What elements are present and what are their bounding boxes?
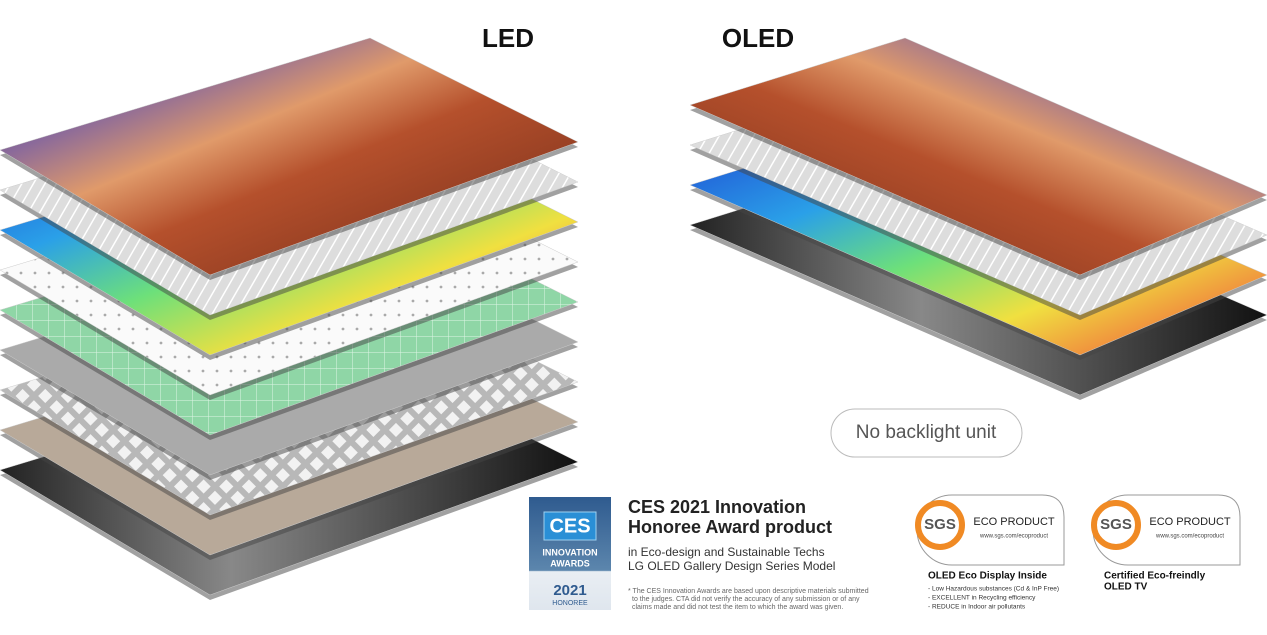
sgs-ring bbox=[1091, 500, 1141, 550]
ces-rank: HONOREE bbox=[552, 600, 588, 607]
sgs-bullet: - REDUCE in Indoor air pollutants bbox=[928, 604, 1026, 611]
sgs-url: www.sgs.com/ecoproduct bbox=[979, 534, 1048, 540]
sgs-label: ECO PRODUCT bbox=[973, 516, 1055, 528]
callout-pill bbox=[830, 408, 1023, 458]
award-subtitle: in Eco-design and Sustainable Techs bbox=[628, 545, 825, 559]
award-title: CES 2021 Innovation bbox=[628, 497, 806, 517]
award-footnote: to the judges. CTA did not verify the ac… bbox=[632, 596, 860, 603]
heading: OLED bbox=[722, 23, 794, 53]
sgs-bullet: - EXCELLENT in Recycling efficiency bbox=[928, 595, 1036, 602]
sgs-logo: SGS bbox=[1100, 516, 1132, 533]
ces-line: INNOVATION bbox=[542, 547, 597, 557]
heading: LED bbox=[482, 23, 534, 53]
award-footnote: claims made and did not test the item to… bbox=[632, 604, 843, 611]
screen-image bbox=[689, 37, 1267, 276]
sgs-caption: Certified Eco-freindly bbox=[1104, 571, 1206, 582]
award-subtitle: LG OLED Gallery Design Series Model bbox=[628, 559, 835, 573]
sgs-logo: SGS bbox=[924, 516, 956, 533]
award-footnote: * The CES Innovation Awards are based up… bbox=[628, 588, 869, 595]
oled-stack bbox=[689, 37, 1267, 400]
award-title: Honoree Award product bbox=[628, 517, 832, 537]
led-stack bbox=[0, 37, 579, 600]
sgs-badges: SGS ECO PRODUCT www.sgs.com/ecoproduct OLED… bbox=[915, 494, 1241, 611]
ces-line: AWARDS bbox=[550, 558, 590, 568]
ces-logo: CES bbox=[549, 515, 590, 537]
screen-image bbox=[0, 37, 579, 276]
callout-text: No backlight unit bbox=[856, 422, 997, 443]
sgs-ring bbox=[915, 500, 965, 550]
ces-badge: CES INNOVATION AWARDS 2021 HONOREE bbox=[529, 497, 611, 610]
sgs-bullet: - Low Hazardous substances (Cd & InP Fre… bbox=[928, 586, 1059, 593]
sgs-caption: OLED Eco Display Inside bbox=[928, 571, 1047, 582]
ces-year: 2021 bbox=[553, 582, 586, 599]
sgs-caption: OLED TV bbox=[1104, 582, 1148, 593]
sgs-label: ECO PRODUCT bbox=[1149, 516, 1231, 528]
sgs-url: www.sgs.com/ecoproduct bbox=[1155, 534, 1224, 540]
